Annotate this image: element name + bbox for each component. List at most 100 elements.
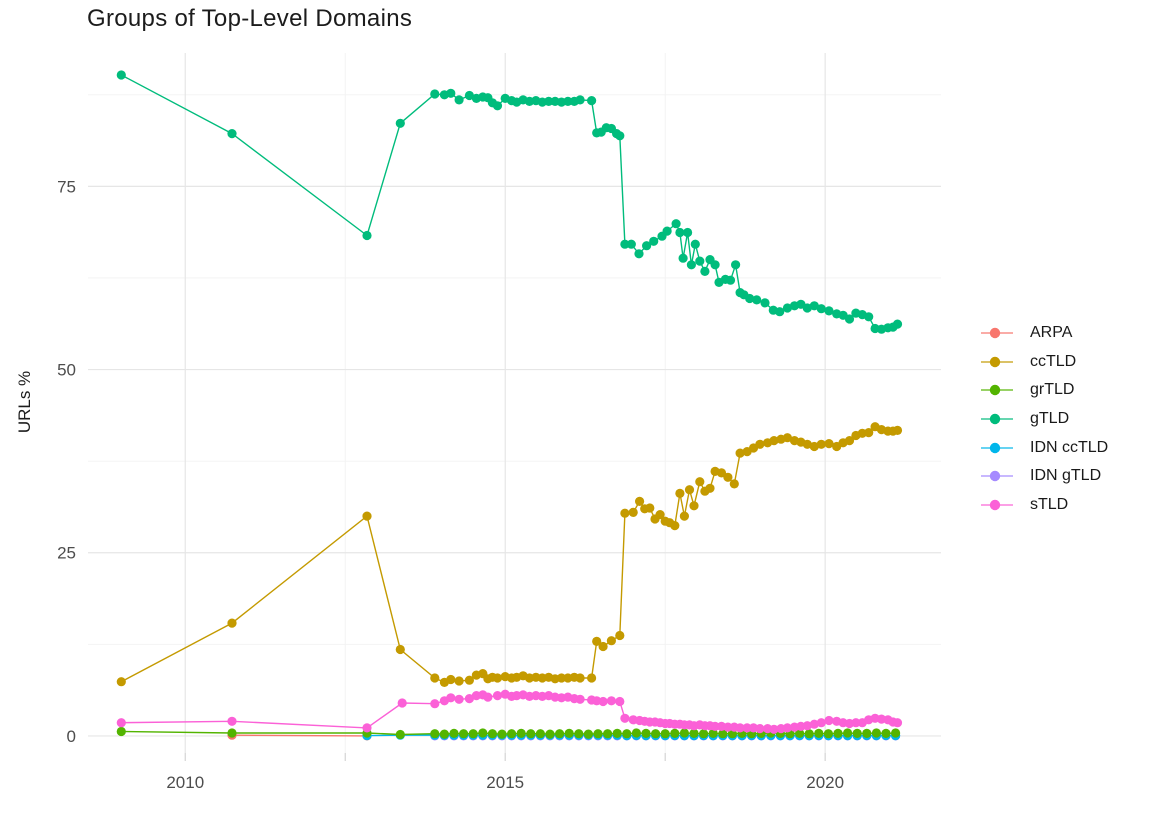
data-point-gtld — [395, 118, 405, 128]
data-point-cctld — [782, 433, 793, 443]
data-point-cctld — [769, 436, 779, 446]
data-point-cctld — [670, 521, 680, 531]
data-point-gtld — [782, 303, 793, 313]
legend-key-point — [989, 442, 1001, 453]
data-point-stld — [615, 696, 625, 707]
data-point-grtld — [708, 728, 718, 739]
legend-item-idn-gtld: IDN gTLD — [981, 462, 1108, 491]
data-point-cctld — [809, 441, 819, 452]
data-point-stld — [742, 723, 752, 733]
legend-key-point — [989, 385, 1001, 396]
data-point-stld — [851, 718, 861, 728]
data-point-gtld — [575, 95, 585, 105]
data-point-stld — [430, 699, 440, 709]
data-point-gtld — [464, 90, 474, 101]
data-point-grtld — [622, 729, 632, 739]
data-point-stld — [782, 723, 793, 733]
data-point-grtld — [516, 728, 526, 739]
data-point-grtld — [804, 729, 814, 739]
legend-label: gTLD — [1030, 410, 1070, 428]
data-point-cctld — [824, 439, 834, 449]
data-point-cctld — [816, 439, 826, 449]
data-point-cctld — [755, 439, 765, 449]
data-point-cctld — [645, 503, 655, 513]
data-point-gtld — [824, 306, 834, 316]
legend-key-icon — [981, 442, 1013, 453]
data-point-stld — [620, 713, 630, 723]
data-point-grtld — [574, 729, 584, 739]
data-point-gtld — [662, 226, 672, 236]
data-point-grtld — [689, 728, 699, 739]
data-point-gtld — [649, 236, 659, 246]
data-point-stld — [492, 691, 503, 701]
y-tick-label: 75 — [57, 177, 76, 196]
data-point-gtld — [675, 227, 685, 238]
data-point-grtld — [227, 728, 237, 738]
data-point-cctld — [615, 630, 625, 641]
legend-key-icon — [981, 499, 1013, 511]
data-point-stld — [483, 692, 493, 702]
y-tick-label: 0 — [67, 727, 76, 746]
data-point-grtld — [718, 729, 728, 739]
data-point-grtld — [593, 729, 603, 739]
data-point-gtld — [752, 295, 762, 305]
data-point-stld — [575, 694, 585, 704]
data-point-stld — [606, 696, 617, 706]
data-point-gtld — [809, 301, 819, 311]
data-point-cctld — [695, 477, 705, 487]
data-point-stld — [446, 693, 456, 703]
data-point-grtld — [526, 729, 536, 739]
data-point-cctld — [689, 501, 699, 511]
data-point-grtld — [478, 728, 488, 738]
data-point-cctld — [628, 507, 638, 517]
data-point-gtld — [227, 129, 237, 139]
legend-key-icon — [981, 385, 1013, 396]
y-tick-label: 50 — [57, 361, 76, 380]
data-point-cctld — [635, 496, 645, 506]
data-point-stld — [598, 696, 608, 707]
legend-item-stld: sTLD — [981, 491, 1108, 520]
data-point-grtld — [430, 729, 440, 739]
data-point-cctld — [716, 468, 727, 478]
chart-title: Groups of Top-Level Domains — [87, 5, 413, 32]
data-point-cctld — [705, 483, 715, 493]
data-point-grtld — [459, 729, 469, 739]
data-point-gtld — [671, 219, 681, 229]
data-point-gtld — [362, 230, 372, 241]
data-point-grtld — [116, 726, 126, 737]
legend-label: grTLD — [1030, 381, 1075, 399]
data-point-gtld — [686, 260, 697, 270]
data-point-stld — [723, 722, 733, 732]
data-point-grtld — [487, 729, 497, 739]
data-point-cctld — [116, 677, 126, 687]
legend-key-point — [989, 499, 1001, 511]
data-point-grtld — [468, 729, 478, 739]
data-point-grtld — [603, 729, 613, 739]
data-point-grtld — [679, 728, 690, 738]
data-point-gtld — [615, 131, 625, 141]
legend-label: ccTLD — [1030, 352, 1077, 370]
data-point-stld — [769, 724, 779, 734]
data-point-grtld — [670, 728, 680, 739]
data-point-gtld — [725, 275, 736, 285]
data-point-cctld — [679, 511, 690, 521]
data-point-grtld — [545, 729, 555, 739]
data-point-grtld — [535, 729, 546, 739]
data-point-cctld — [620, 508, 630, 518]
data-point-grtld — [631, 728, 642, 738]
data-point-grtld — [507, 729, 517, 739]
data-point-cctld — [592, 636, 602, 647]
data-point-cctld — [556, 673, 567, 683]
data-point-stld — [227, 716, 237, 726]
data-point-grtld — [439, 729, 449, 739]
legend-label: sTLD — [1030, 495, 1069, 513]
data-point-grtld — [881, 728, 891, 739]
data-point-cctld — [735, 448, 745, 458]
data-point-cctld — [587, 673, 597, 683]
data-point-stld — [816, 718, 826, 728]
data-point-cctld — [675, 488, 685, 498]
legend-key-icon — [981, 356, 1013, 368]
legend-label: IDN ccTLD — [1030, 438, 1109, 456]
